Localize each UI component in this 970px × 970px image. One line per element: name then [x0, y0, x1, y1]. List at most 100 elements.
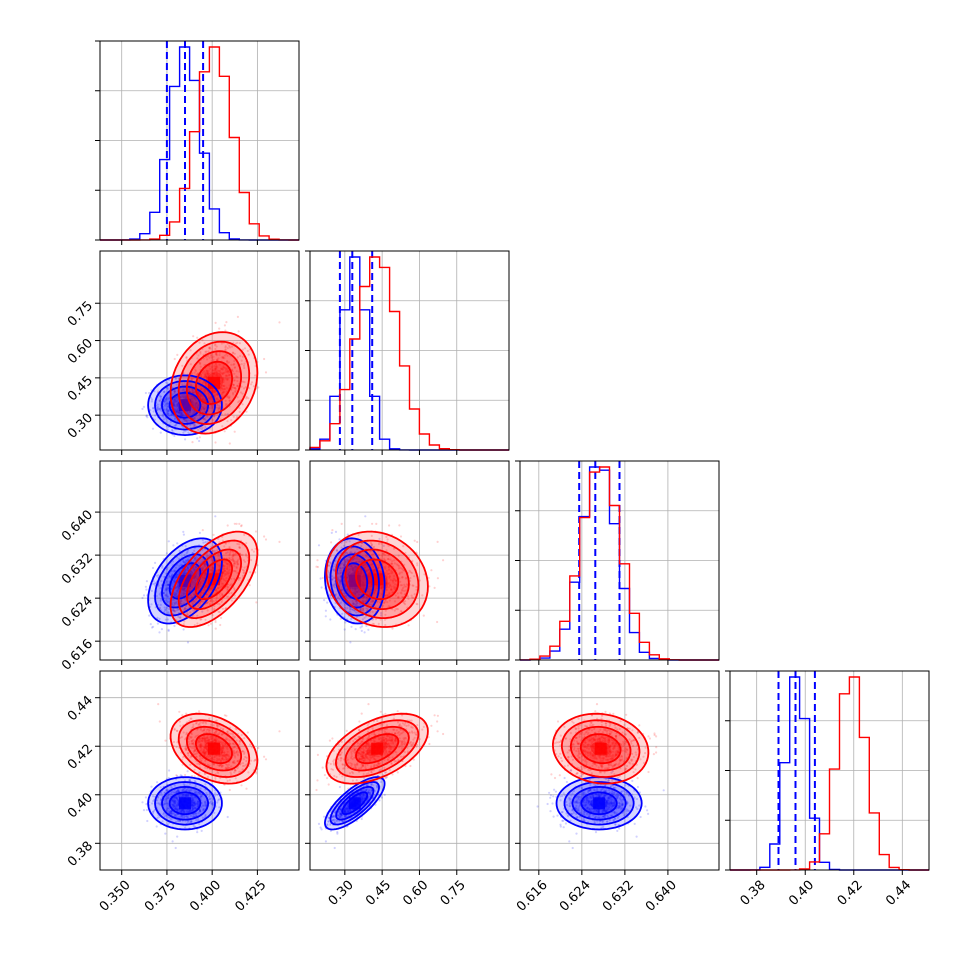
sample-point: [636, 785, 640, 789]
sample-point: [141, 596, 144, 600]
sample-point: [164, 832, 167, 835]
sample-point: [144, 585, 147, 588]
sample-point: [551, 802, 554, 805]
sample-point: [552, 795, 555, 798]
sample-point: [179, 412, 182, 415]
sample-point: [182, 426, 185, 429]
sample-point: [151, 398, 154, 401]
sample-point: [142, 809, 146, 812]
sample-point: [154, 561, 157, 565]
sample-point: [198, 392, 201, 395]
sample-point: [383, 793, 386, 797]
sample-point: [245, 410, 248, 413]
sample-point: [320, 828, 323, 831]
sample-point: [207, 393, 211, 396]
sample-point: [191, 389, 194, 392]
sample-point: [176, 404, 179, 407]
sample-point: [559, 823, 562, 826]
sample-point: [175, 405, 178, 408]
sample-point: [218, 327, 221, 330]
sample-point: [196, 437, 199, 440]
sample-point: [148, 614, 151, 617]
sample-point: [195, 398, 198, 402]
sample-point: [208, 400, 211, 403]
sample-point: [263, 357, 266, 361]
sample-point: [202, 417, 206, 421]
sample-point: [323, 599, 326, 602]
sample-point: [171, 393, 174, 396]
sample-point: [202, 408, 205, 411]
sample-point: [195, 401, 198, 404]
sample-point: [549, 810, 552, 813]
sample-point: [160, 628, 163, 631]
sample-point: [156, 406, 159, 410]
sample-point: [562, 826, 565, 829]
sample-point: [176, 542, 179, 545]
sample-point: [214, 321, 217, 324]
sample-point: [183, 396, 186, 399]
sample-point: [167, 409, 170, 412]
sample-point: [226, 815, 229, 819]
sample-point: [189, 384, 192, 387]
sample-point: [191, 441, 194, 444]
sample-point: [554, 790, 558, 793]
sample-point: [333, 846, 336, 850]
sample-point: [173, 398, 177, 402]
sample-point: [156, 403, 159, 406]
sample-point: [350, 625, 353, 628]
sample-point: [639, 815, 642, 819]
sample-point: [152, 625, 155, 628]
sample-point: [188, 388, 191, 391]
sample-point: [179, 413, 182, 416]
sample-point: [167, 414, 171, 417]
sample-point: [193, 424, 197, 427]
sample-point: [631, 779, 634, 783]
sample-point: [194, 405, 197, 408]
sample-point: [575, 832, 578, 835]
sample-point: [148, 391, 151, 395]
sample-point: [166, 402, 170, 405]
sample-point: [203, 407, 207, 410]
sample-point: [191, 408, 194, 411]
sample-point: [201, 381, 204, 385]
sample-point: [176, 410, 180, 413]
sample-point: [175, 397, 178, 400]
sample-point: [179, 411, 182, 414]
sample-point: [182, 533, 185, 536]
sample-point: [553, 788, 556, 791]
sample-point: [183, 419, 186, 422]
sample-point: [188, 414, 191, 417]
sample-point: [161, 413, 165, 416]
sample-point: [183, 419, 187, 422]
sample-point: [200, 428, 203, 431]
sample-point: [204, 419, 207, 422]
sample-point: [334, 530, 338, 534]
sample-point: [181, 394, 184, 397]
sample-point: [549, 796, 552, 799]
sample-point: [173, 424, 176, 427]
sample-point: [172, 544, 175, 547]
sample-point: [174, 846, 177, 850]
sample-point: [152, 406, 155, 409]
sample-point: [176, 411, 179, 414]
sample-point: [182, 395, 185, 398]
sample-point: [195, 402, 198, 405]
sample-point: [189, 397, 192, 400]
sample-point: [164, 398, 167, 401]
sample-point: [192, 395, 195, 399]
sample-point: [196, 407, 199, 410]
sample-point: [213, 395, 216, 398]
sample-point: [180, 412, 183, 415]
sample-point: [160, 409, 163, 412]
sample-point: [159, 431, 162, 434]
sample-point: [192, 335, 195, 338]
sample-point: [150, 400, 153, 403]
sample-point: [163, 400, 166, 403]
sample-point: [156, 622, 159, 625]
sample-point: [166, 402, 169, 405]
sample-point: [360, 625, 364, 628]
sample-point: [166, 405, 170, 408]
sample-point: [367, 628, 370, 631]
sample-point: [344, 621, 347, 624]
